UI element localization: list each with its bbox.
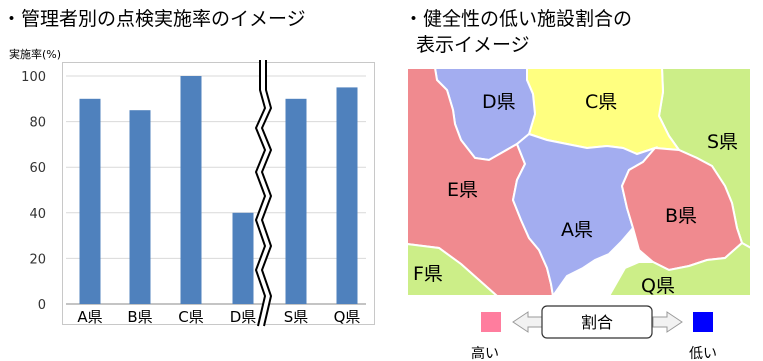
axis-break-line bbox=[254, 60, 267, 327]
y-tick-label: 20 bbox=[29, 252, 46, 267]
map-label-b: B県 bbox=[665, 205, 697, 227]
bar bbox=[79, 98, 101, 304]
region-f bbox=[407, 242, 499, 296]
legend-high-label: 高い bbox=[471, 345, 499, 361]
color-legend: 割合 高い 低い bbox=[471, 305, 717, 361]
chart-title: ・管理者別の点検実施率のイメージ bbox=[2, 8, 306, 30]
legend-arrow-right bbox=[652, 311, 683, 333]
map-label-d: D県 bbox=[482, 91, 516, 113]
chart-frame bbox=[62, 62, 375, 325]
y-tick-label: 100 bbox=[21, 70, 46, 85]
y-axis-label: 実施率(%) bbox=[9, 48, 62, 61]
map-title-line2: 表示イメージ bbox=[416, 34, 530, 56]
y-tick-label: 40 bbox=[29, 207, 46, 222]
bar bbox=[180, 76, 202, 304]
bar bbox=[336, 87, 358, 305]
bar-chart: 0 20 40 60 80 100 A県 B県 C県 D県 S県 Q県 bbox=[21, 60, 366, 327]
y-tick-label: 80 bbox=[29, 116, 46, 131]
legend-low-label: 低い bbox=[689, 346, 717, 361]
legend-arrow-left bbox=[512, 311, 543, 333]
map-label-q: Q県 bbox=[641, 275, 675, 296]
bar bbox=[232, 212, 254, 304]
map-label-c: C県 bbox=[585, 91, 617, 113]
legend-low-swatch bbox=[693, 312, 713, 332]
y-tick-label: 0 bbox=[38, 298, 46, 313]
axis-break-band bbox=[255, 60, 272, 327]
legend-center-box bbox=[541, 305, 653, 339]
prefecture-map: D県 C県 S県 E県 A県 B県 F県 Q県 bbox=[407, 68, 751, 296]
x-tick-label: Q県 bbox=[334, 308, 361, 326]
x-tick-label: B県 bbox=[127, 308, 152, 326]
map-label-e: E県 bbox=[447, 179, 478, 201]
map-label-s: S県 bbox=[707, 131, 738, 153]
x-tick-label: D県 bbox=[230, 308, 257, 326]
region-q bbox=[607, 241, 751, 296]
bar bbox=[129, 110, 151, 304]
bar bbox=[285, 98, 307, 304]
x-tick-label: S県 bbox=[284, 308, 309, 326]
map-title-line1: ・健全性の低い施設割合の bbox=[404, 8, 633, 30]
map-label-f: F県 bbox=[413, 263, 443, 285]
map-label-a: A県 bbox=[561, 219, 593, 241]
y-tick-label: 60 bbox=[29, 161, 46, 176]
x-tick-label: C県 bbox=[178, 308, 203, 326]
axis-break-line bbox=[260, 60, 273, 327]
legend-center-label: 割合 bbox=[581, 313, 613, 332]
region-a bbox=[511, 132, 659, 296]
x-tick-label: A県 bbox=[77, 308, 102, 326]
legend-high-swatch bbox=[481, 312, 501, 332]
